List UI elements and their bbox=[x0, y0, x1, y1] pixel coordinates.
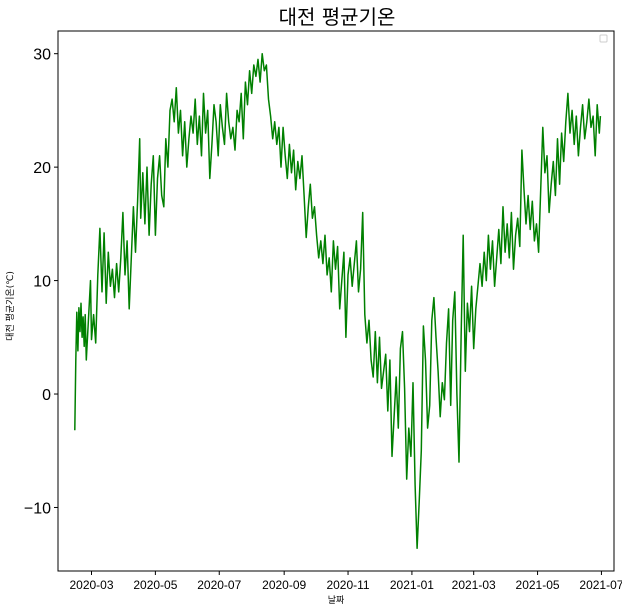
x-tick-label: 2021-01 bbox=[390, 578, 434, 592]
x-axis-label: 날짜 bbox=[328, 595, 345, 606]
x-tick-label: 2020-09 bbox=[262, 578, 306, 592]
y-tick-label: 30 bbox=[33, 47, 51, 64]
legend-box bbox=[599, 34, 608, 43]
plot-frame bbox=[57, 30, 615, 572]
x-tick-label: 2020-07 bbox=[197, 578, 241, 592]
plot-area bbox=[57, 30, 615, 572]
y-tick-label: 20 bbox=[33, 160, 51, 177]
x-tick-label: 2021-05 bbox=[516, 578, 560, 592]
y-axis: 30 20 10 0 −10 bbox=[24, 47, 58, 517]
x-tick-label: 2020-05 bbox=[133, 578, 177, 592]
y-axis-label: 대전 평균기온(℃) bbox=[5, 271, 16, 341]
temperature-line bbox=[74, 52, 602, 550]
x-tick-label: 2021-03 bbox=[452, 578, 496, 592]
x-tick-label: 2021-07 bbox=[579, 578, 622, 592]
y-tick-label: −10 bbox=[24, 500, 51, 517]
y-tick-label: 0 bbox=[42, 387, 51, 404]
y-tick-label: 10 bbox=[33, 274, 51, 291]
x-tick-label: 2020-11 bbox=[326, 578, 369, 592]
x-axis: 2020-03 2020-05 2020-07 2020-09 2020-11 2021-… bbox=[69, 571, 622, 592]
chart-title: 대전 평균기온 bbox=[279, 5, 396, 29]
x-tick-label: 2020-03 bbox=[69, 578, 113, 592]
